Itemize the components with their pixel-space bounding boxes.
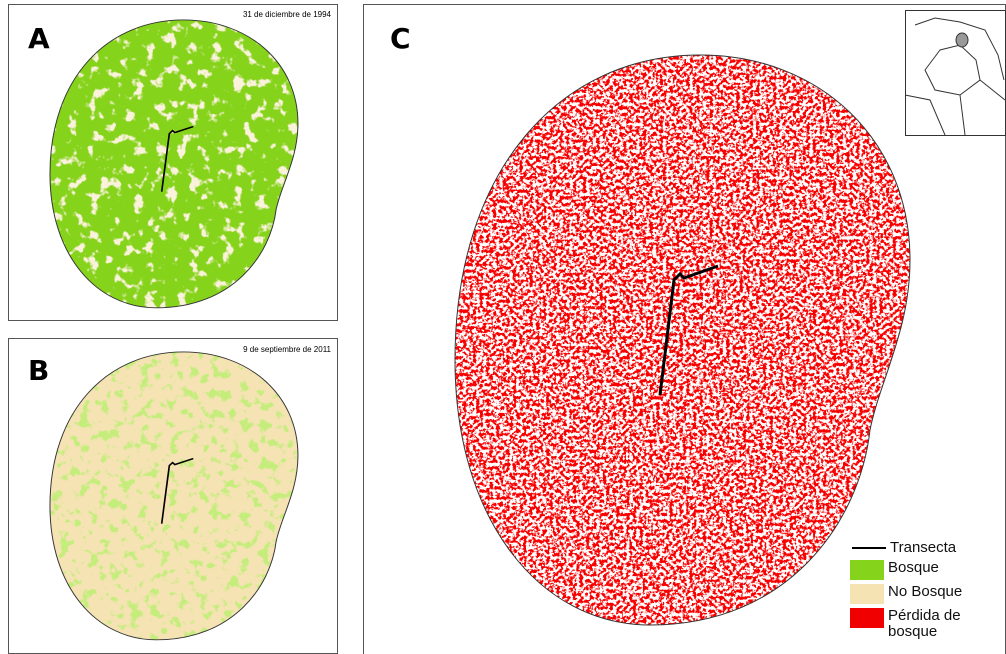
- legend-label: Transecta: [890, 540, 956, 556]
- legend: Transecta Bosque No Bosque Pérdida de bo…: [850, 540, 1000, 644]
- legend-item: Pérdida de bosque: [850, 608, 1000, 640]
- legend-swatch: [850, 540, 886, 556]
- panel-label: A: [28, 22, 50, 55]
- legend-label: Pérdida de bosque: [888, 608, 978, 640]
- legend-item: Transecta: [850, 540, 1000, 556]
- legend-swatch: [850, 584, 884, 604]
- legend-item: Bosque: [850, 560, 1000, 580]
- figure: A 31 de diciembre de 1994 B 9 de septiem…: [0, 0, 1006, 654]
- legend-label: No Bosque: [888, 584, 962, 600]
- legend-swatch: [850, 608, 884, 628]
- panel-label: B: [28, 354, 49, 387]
- legend-label: Bosque: [888, 560, 939, 576]
- date-label: 31 de diciembre de 1994: [243, 10, 332, 19]
- legend-item: No Bosque: [850, 584, 1000, 604]
- panel-label: C: [390, 22, 411, 55]
- date-label: 9 de septiembre de 2011: [243, 345, 331, 354]
- legend-swatch: [850, 560, 884, 580]
- locator-map: [905, 11, 1006, 136]
